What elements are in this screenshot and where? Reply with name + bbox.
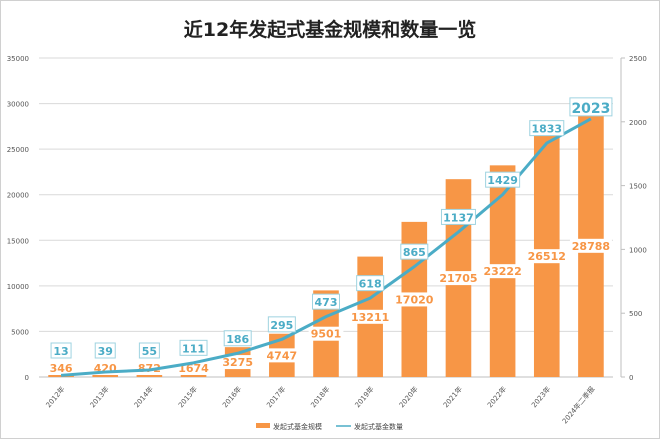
bar-value-label: 13211 <box>351 311 389 324</box>
line-label-box <box>312 293 340 310</box>
bar-value-label: 26512 <box>528 250 566 263</box>
line-value-label: 618 <box>359 278 382 291</box>
line-value-label: 13 <box>53 345 68 358</box>
left-tick-label: 35000 <box>7 55 29 63</box>
bar <box>92 373 119 377</box>
x-tick-label: 2016年 <box>220 385 243 410</box>
bar-value-label: 4747 <box>267 349 298 362</box>
right-tick-label: 2500 <box>629 55 647 63</box>
chart-title: 近12年发起式基金规模和数量一览 <box>183 19 477 41</box>
line-label-box <box>356 275 385 292</box>
x-tick-label: 2024年二季报 <box>560 385 596 426</box>
line-label-box <box>400 243 429 260</box>
line-label-box <box>267 316 296 333</box>
line-value-label: 473 <box>315 296 338 309</box>
line-label-box <box>50 342 72 359</box>
legend-line-label: 发起式基金数量 <box>354 422 403 431</box>
left-tick-label: 0 <box>25 374 29 382</box>
x-tick-label: 2017年 <box>265 385 288 410</box>
line-label-box <box>440 208 476 225</box>
left-tick-label: 5000 <box>11 328 29 336</box>
legend-bar-label: 发起式基金规模 <box>273 422 322 431</box>
bar-value-label: 23222 <box>483 265 521 278</box>
line-value-label: 295 <box>270 319 293 332</box>
line-label-box <box>138 342 160 359</box>
line-value-label: 111 <box>182 342 205 355</box>
bar-value-label: 9501 <box>311 328 342 341</box>
left-tick-label: 20000 <box>7 192 29 200</box>
line-value-label: 865 <box>403 246 426 259</box>
x-tick-label: 2023年 <box>529 385 552 410</box>
right-tick-label: 1500 <box>629 183 647 191</box>
x-tick-label: 2012年 <box>44 385 67 410</box>
line-value-label: 39 <box>98 345 113 358</box>
line-label-box <box>569 97 613 117</box>
x-tick-label: 2021年 <box>441 385 464 410</box>
right-tick-label: 500 <box>629 310 642 318</box>
bar-label-bg <box>437 271 480 286</box>
bar-label-bg <box>220 355 256 370</box>
x-tick-label: 2022年 <box>485 385 508 410</box>
x-tick-label: 2018年 <box>309 385 332 410</box>
line-value-label: 1429 <box>487 174 518 187</box>
bar-value-label: 3275 <box>222 356 253 369</box>
bar-label-bg <box>308 326 344 341</box>
line-value-label: 2023 <box>571 101 610 117</box>
left-tick-label: 15000 <box>7 237 29 245</box>
legend-bar-swatch <box>256 423 270 428</box>
bar-label-bg <box>264 348 300 363</box>
bar-label-bg <box>481 264 524 279</box>
line-value-label: 1137 <box>443 211 474 224</box>
right-tick-label: 1000 <box>629 246 647 254</box>
bar-value-label: 346 <box>50 362 73 375</box>
x-tick-label: 2014年 <box>132 385 155 410</box>
bar-label-bg <box>525 249 568 264</box>
bar-value-label: 21705 <box>439 272 477 285</box>
right-tick-label: 2000 <box>629 119 647 127</box>
bar-label-bg <box>349 309 392 324</box>
x-tick-label: 2015年 <box>176 385 199 410</box>
x-tick-label: 2019年 <box>353 385 376 410</box>
line-label-box <box>179 339 208 356</box>
line-value-label: 55 <box>142 345 157 358</box>
x-tick-label: 2013年 <box>88 385 111 410</box>
count-line <box>60 117 592 377</box>
left-tick-label: 10000 <box>7 283 29 291</box>
x-tick-label: 2020年 <box>397 385 420 410</box>
bar-label-bg <box>569 238 612 253</box>
bar-label-bg <box>393 292 436 307</box>
bar-value-label: 28788 <box>572 240 610 253</box>
line-value-label: 186 <box>226 333 249 346</box>
line-label-box <box>223 330 252 347</box>
bar <box>48 373 74 377</box>
right-tick-label: 0 <box>629 374 633 382</box>
bar-label-bg <box>47 361 75 375</box>
line-label-box <box>529 120 565 137</box>
left-tick-label: 30000 <box>7 101 29 109</box>
line-label-box <box>485 171 521 188</box>
line-label-box <box>94 342 116 359</box>
left-tick-label: 25000 <box>7 146 29 154</box>
line-value-label: 1833 <box>531 123 562 136</box>
bar-value-label: 17020 <box>395 293 434 306</box>
